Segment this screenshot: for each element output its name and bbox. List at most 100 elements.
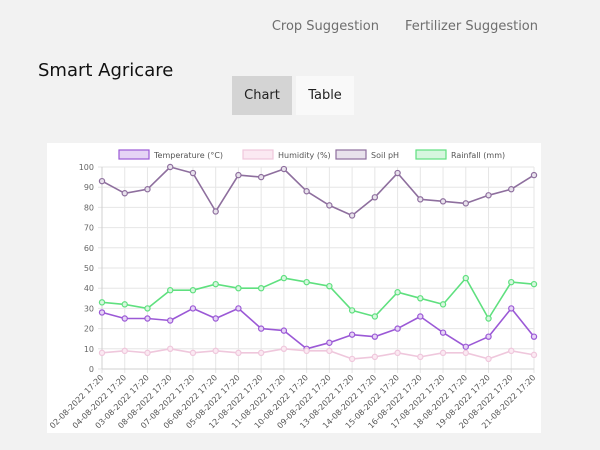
data-point [257,284,265,292]
series-line [101,348,535,360]
y-tick-label: 70 [84,224,94,233]
data-point [280,345,288,352]
data-point [417,313,424,320]
data-point [235,349,242,357]
data-point [530,333,538,340]
data-point [508,278,515,286]
data-point [235,284,242,292]
data-point [257,173,265,181]
y-tick-label: 100 [79,163,94,172]
top-navigation: Crop Suggestion Fertilizer Suggestion [272,0,600,52]
legend-swatch [242,149,274,160]
data-point [439,349,447,357]
legend-label: Temperature (°C) [153,151,223,160]
data-point [212,208,219,215]
data-point [462,274,469,282]
data-point [303,278,310,286]
view-tabs: Chart Table [232,76,354,115]
data-point [121,190,128,197]
tab-table[interactable]: Table [296,76,354,115]
data-point [189,349,197,357]
data-point [439,301,447,308]
data-point [303,347,310,355]
data-point [98,177,106,185]
data-point [326,347,333,355]
data-point [212,280,219,288]
data-point [98,309,106,316]
data-point [508,305,515,312]
data-point [485,315,492,322]
y-tick-label: 60 [84,244,94,253]
data-point [530,171,538,179]
nav-crop-suggestion[interactable]: Crop Suggestion [271,18,379,34]
data-point [371,194,379,201]
y-tick-label: 30 [84,304,94,313]
legend-swatch [415,149,447,160]
data-point [189,169,197,177]
data-point [235,305,242,312]
data-point [280,327,288,334]
data-point [394,325,401,332]
data-point [167,345,174,352]
data-point [371,353,379,361]
data-point [348,212,356,219]
legend-label: Humidity (%) [278,151,331,160]
data-point [212,315,219,322]
data-point [280,165,288,173]
data-point [98,349,106,357]
data-point [485,355,492,363]
data-point [121,315,128,322]
legend-label: Soil pH [371,151,399,160]
y-tick-label: 90 [84,183,94,192]
legend-swatch [118,149,150,160]
y-tick-label: 80 [84,203,94,212]
nav-fertilizer-suggestion[interactable]: Fertilizer Suggestion [404,18,538,34]
y-tick-label: 0 [89,365,94,374]
data-point [417,353,424,361]
data-point [439,198,447,205]
series-line [101,307,535,350]
data-point [348,355,356,363]
data-point [439,329,447,336]
data-point [348,331,356,338]
data-point [485,333,492,340]
y-tick-label: 10 [84,345,94,354]
y-tick-label: 20 [84,325,94,334]
data-point [530,351,538,359]
data-point [462,343,469,350]
data-point [212,347,219,355]
data-point [530,280,538,288]
data-point [326,339,333,346]
data-point [167,317,174,324]
data-point [417,295,424,302]
data-point [257,325,265,332]
data-point [394,169,401,177]
data-point [235,171,242,179]
data-point [371,333,379,340]
data-point [144,305,151,312]
data-point [417,196,424,203]
data-point [462,349,469,357]
data-point [394,349,401,357]
legend-label: Rainfall (mm) [451,151,505,160]
data-point [303,188,310,195]
data-point [167,163,174,171]
tab-chart[interactable]: Chart [232,76,292,115]
series-line [101,166,535,217]
data-point [144,186,151,193]
y-tick-label: 40 [84,284,94,293]
data-point [508,186,515,193]
data-point [257,349,265,357]
data-point [189,305,197,312]
data-point [326,202,333,209]
data-point [144,315,151,322]
data-point [394,289,401,296]
data-point [144,349,151,357]
data-point [189,287,197,294]
app-title: Smart Agricare [38,60,174,81]
data-point [508,347,515,355]
chart-panel: 0 10 20 30 40 50 60 70 80 90 100 02-08-2022 17:20 04… [47,143,541,433]
y-tick-label: 50 [84,264,94,273]
data-point [462,200,469,207]
